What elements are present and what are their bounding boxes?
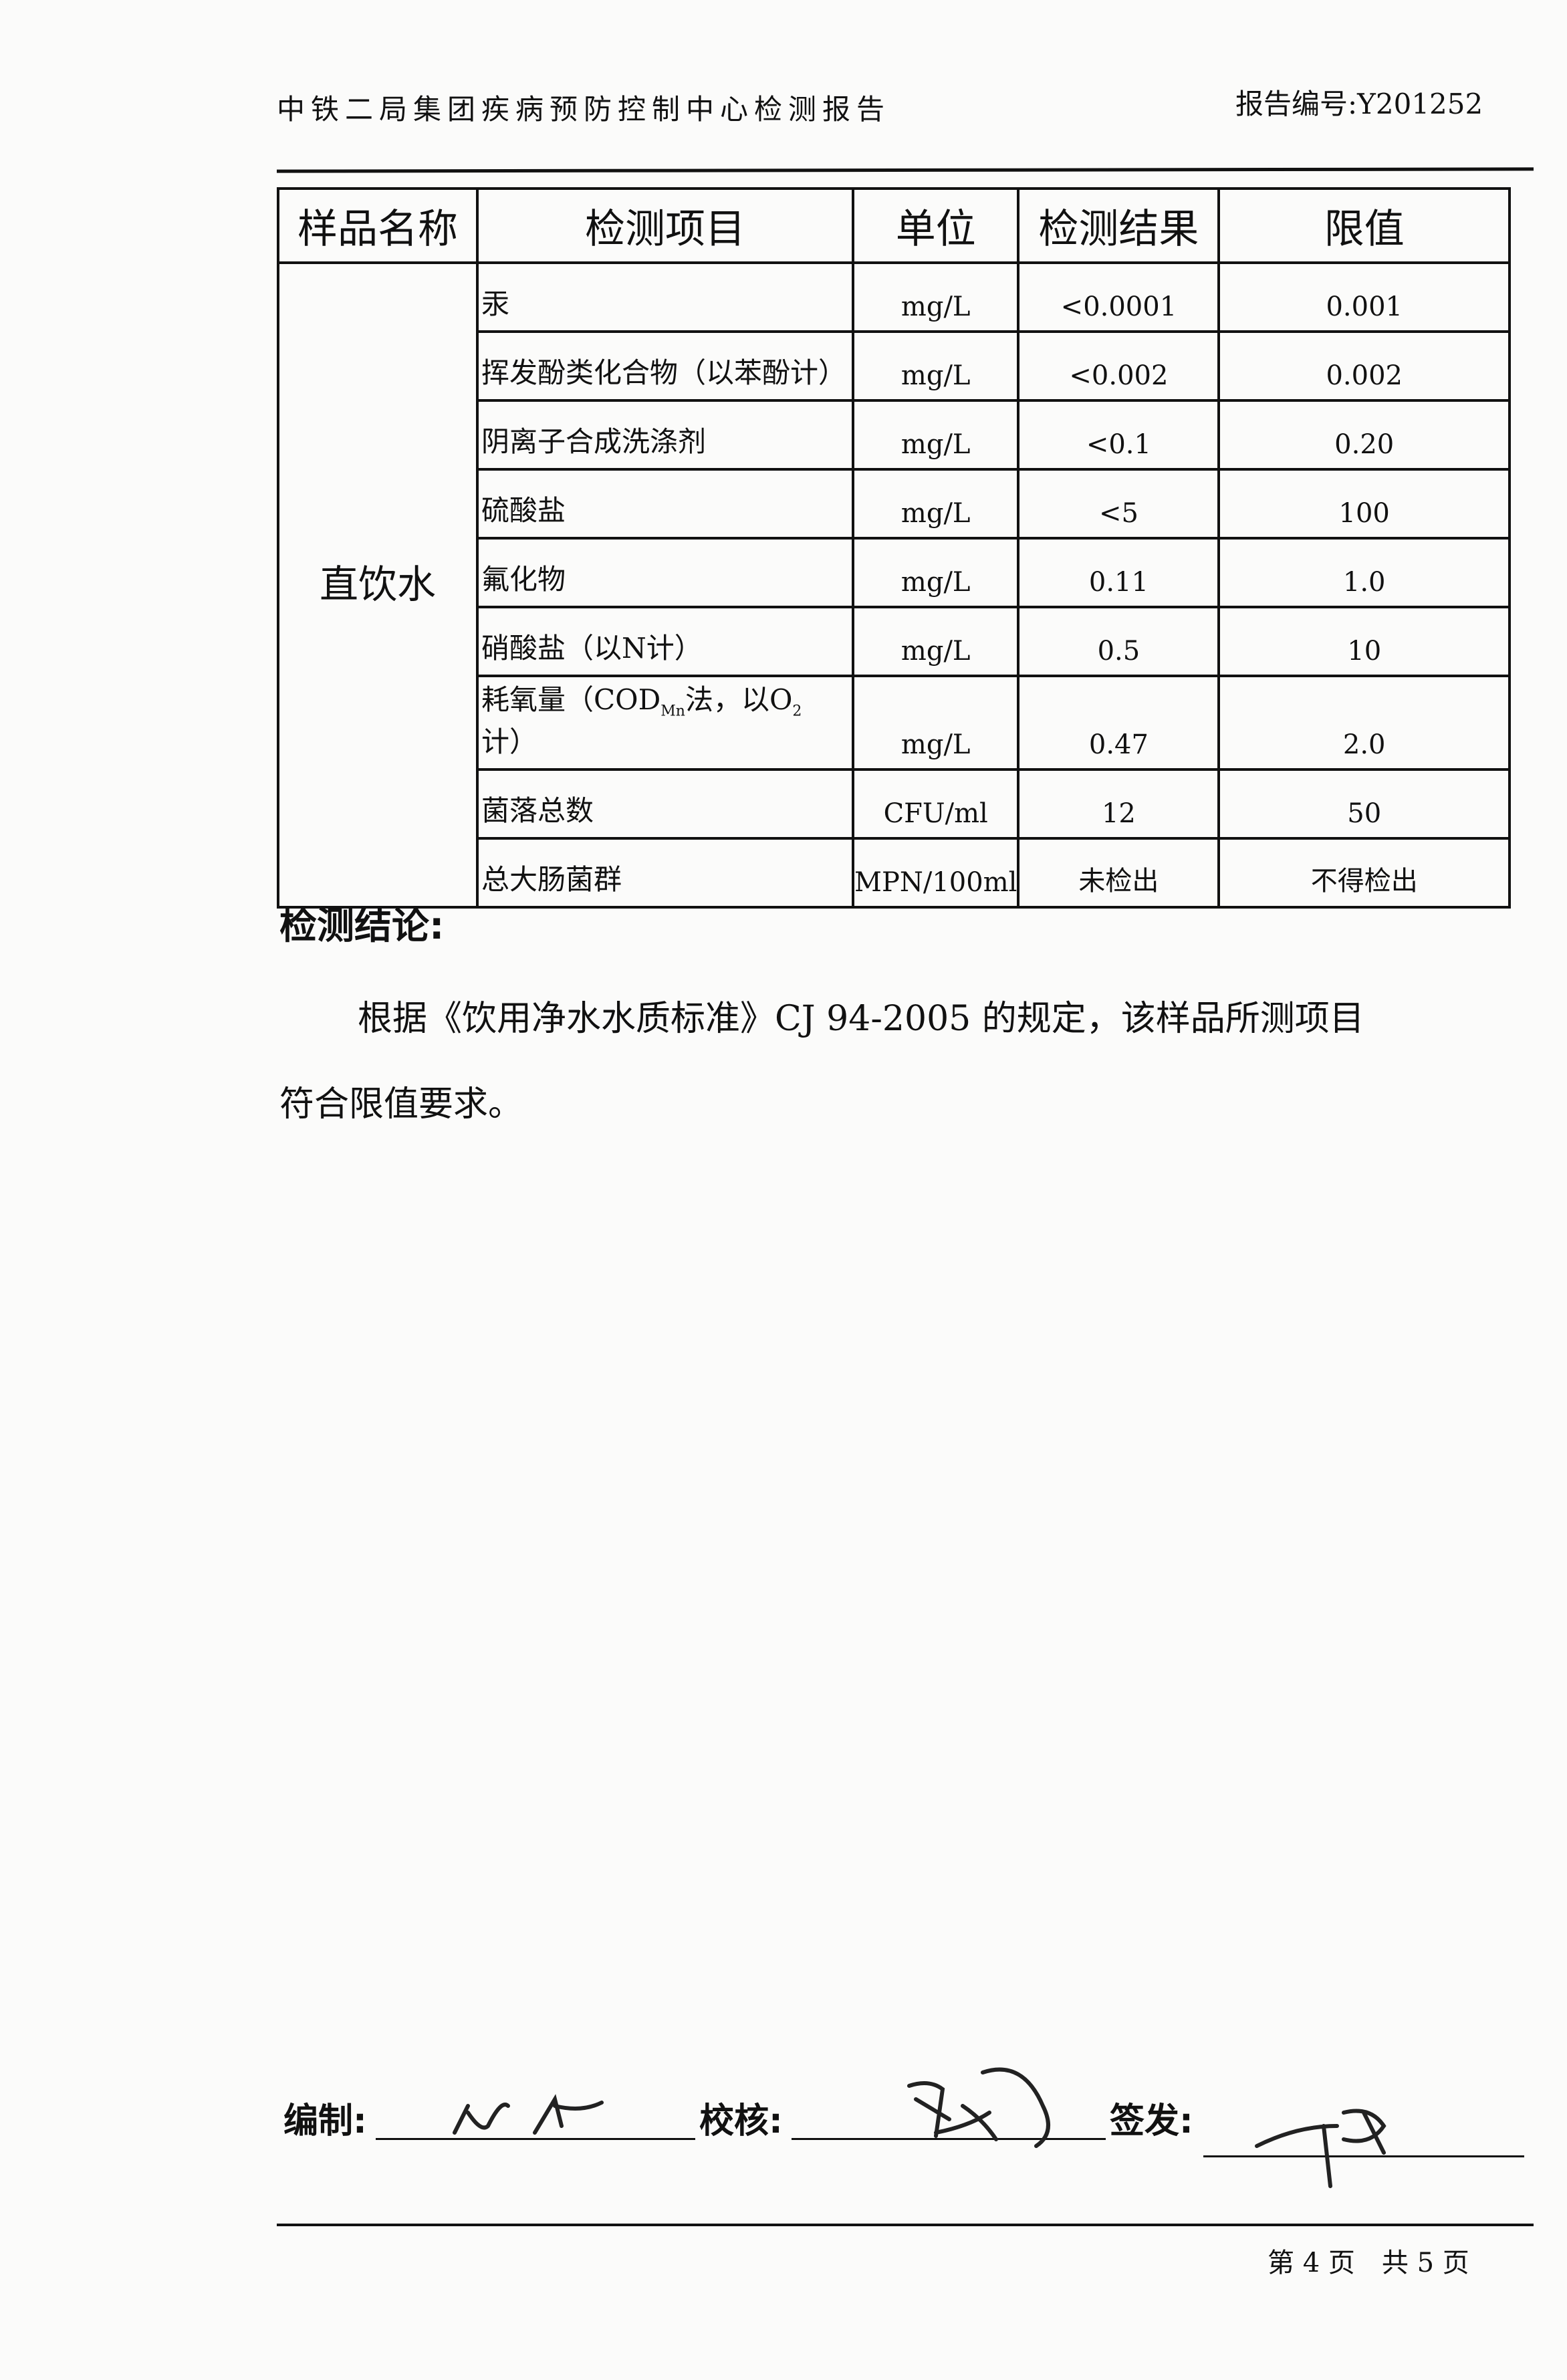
unit: mg/L (851, 537, 1020, 608)
unit: mg/L (851, 468, 1020, 540)
result: <0.1 (1017, 399, 1221, 471)
unit: MPN/100ml (851, 837, 1020, 909)
limit: 不得检出 (1217, 837, 1511, 909)
results-table: 样品名称 检测项目 单位 检测结果 限值 直饮水汞 mg/L <0.0001 0.00… (277, 187, 1511, 909)
handwritten-signatures (453, 2067, 1387, 2188)
header-divider (276, 167, 1534, 173)
header-item: 检测项目 (476, 187, 854, 264)
footer-divider (277, 2224, 1534, 2226)
compiled-label: 编制: (283, 2101, 367, 2141)
issued-label: 签发: (1110, 2101, 1193, 2141)
result: <0.0001 (1017, 261, 1221, 333)
test-item: 氟化物 (476, 537, 854, 608)
table-row: 硫酸盐 mg/L <5 100 (278, 468, 1511, 540)
result: 0.47 (1017, 674, 1221, 771)
report-number: 报告编号:Y201252 (1235, 88, 1483, 120)
unit: mg/L (851, 399, 1020, 471)
conclusion-text-line1: 根据《饮用净水水质标准》CJ 94-2005 的规定，该样品所测项目 (358, 999, 1364, 1039)
unit: CFU/ml (851, 768, 1020, 840)
table-header-row: 样品名称 检测项目 单位 检测结果 限值 (277, 187, 1511, 264)
test-item: 菌落总数 (476, 768, 854, 840)
limit: 50 (1217, 768, 1511, 840)
sample-name: 直饮水 (277, 261, 479, 909)
limit: 0.20 (1217, 399, 1511, 471)
limit: 10 (1217, 606, 1511, 677)
result: <5 (1017, 468, 1221, 540)
report-header-title: 中铁二局集团疾病预防控制中心检测报告 (277, 93, 891, 126)
test-item: 硝酸盐（以N计） (476, 606, 854, 677)
limit: 1.0 (1217, 537, 1511, 608)
header-result: 检测结果 (1017, 187, 1221, 264)
signature-issued (1255, 2109, 1387, 2188)
table-row: 氟化物 mg/L 0.11 1.0 (278, 537, 1511, 608)
result: 12 (1017, 768, 1221, 840)
result: <0.002 (1017, 330, 1221, 402)
unit: mg/L (851, 606, 1020, 677)
checked-label: 校核: (699, 2101, 783, 2141)
test-item: 硫酸盐 (476, 468, 854, 540)
unit: mg/L (851, 261, 1020, 333)
table-row: 菌落总数 CFU/ml 12 50 (278, 768, 1511, 840)
result: 0.11 (1017, 537, 1221, 608)
limit: 2.0 (1217, 674, 1511, 771)
limit: 0.002 (1217, 330, 1511, 402)
header-limit: 限值 (1217, 187, 1511, 264)
test-item: 挥发酚类化合物（以苯酚计） (476, 330, 854, 402)
limit: 100 (1217, 468, 1511, 540)
test-item: 总大肠菌群 (476, 837, 854, 909)
test-item: 汞 (476, 261, 854, 333)
test-item: 阴离子合成洗涤剂 (476, 399, 854, 471)
table-row: 总大肠菌群 MPN/100ml 未检出 不得检出 (278, 837, 1511, 909)
unit: mg/L (851, 674, 1020, 771)
test-item: 耗氧量（CODMn法，以O2计） (476, 674, 854, 771)
result: 未检出 (1017, 837, 1221, 909)
conclusion-heading: 检测结论: (279, 905, 445, 948)
header-unit: 单位 (851, 187, 1020, 264)
result: 0.5 (1017, 606, 1221, 677)
conclusion-text-line2: 符合限值要求。 (279, 1084, 523, 1124)
header-sample: 样品名称 (277, 187, 479, 264)
table-row: 耗氧量（CODMn法，以O2计） mg/L 0.47 2.0 (278, 674, 1511, 771)
page-number: 第 4 页 共 5 页 (1268, 2248, 1469, 2278)
signature-checked (907, 2067, 1050, 2148)
table-row: 阴离子合成洗涤剂 mg/L <0.1 0.20 (278, 399, 1511, 471)
table-row: 挥发酚类化合物（以苯酚计） mg/L <0.002 0.002 (278, 330, 1511, 402)
signature-compiled (453, 2094, 604, 2135)
table-row: 直饮水汞 mg/L <0.0001 0.001 (277, 261, 1511, 909)
limit: 0.001 (1217, 261, 1511, 333)
table-row: 硝酸盐（以N计） mg/L 0.5 10 (278, 606, 1511, 677)
unit: mg/L (851, 330, 1020, 402)
